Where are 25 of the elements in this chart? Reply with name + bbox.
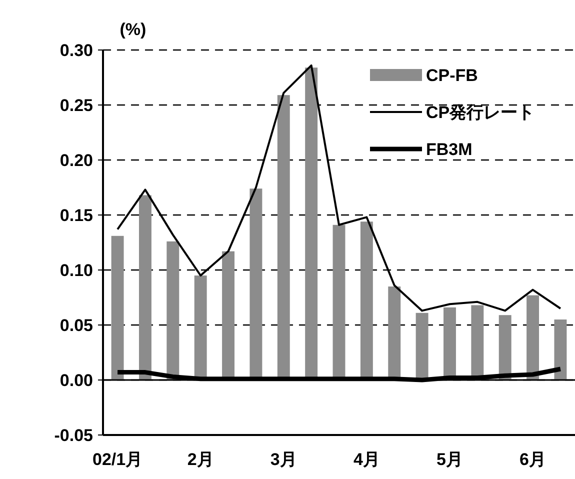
legend-label: CP-FB <box>426 66 478 85</box>
legend-label: CP発行レート <box>426 102 535 122</box>
legend-label: FB3M <box>426 140 472 159</box>
x-tick-label: 5月 <box>436 450 463 469</box>
y-tick-label: -0.05 <box>54 426 93 445</box>
y-axis-title: (%) <box>120 20 146 39</box>
y-tick-label: 0.05 <box>60 316 93 335</box>
y-tick-label: 0.20 <box>60 150 93 170</box>
bar <box>498 315 512 380</box>
x-tick-label: 02/1月 <box>92 450 143 469</box>
y-tick-label: 0.15 <box>60 206 93 225</box>
x-tick-label: 6月 <box>520 450 546 469</box>
bar <box>554 320 567 380</box>
y-tick-label: 0.00 <box>60 370 93 390</box>
y-tick-label: 0.30 <box>60 40 93 60</box>
bar <box>138 195 152 380</box>
x-tick-label: 4月 <box>353 450 380 469</box>
bar <box>166 241 180 380</box>
bar <box>416 312 428 380</box>
x-tick-label: 3月 <box>270 450 297 469</box>
y-tick-label: 0.10 <box>60 260 93 280</box>
bar <box>526 295 540 380</box>
y-tick-label: 0.25 <box>60 96 93 115</box>
bar <box>111 236 124 380</box>
x-tick-label: 2月 <box>187 450 214 469</box>
